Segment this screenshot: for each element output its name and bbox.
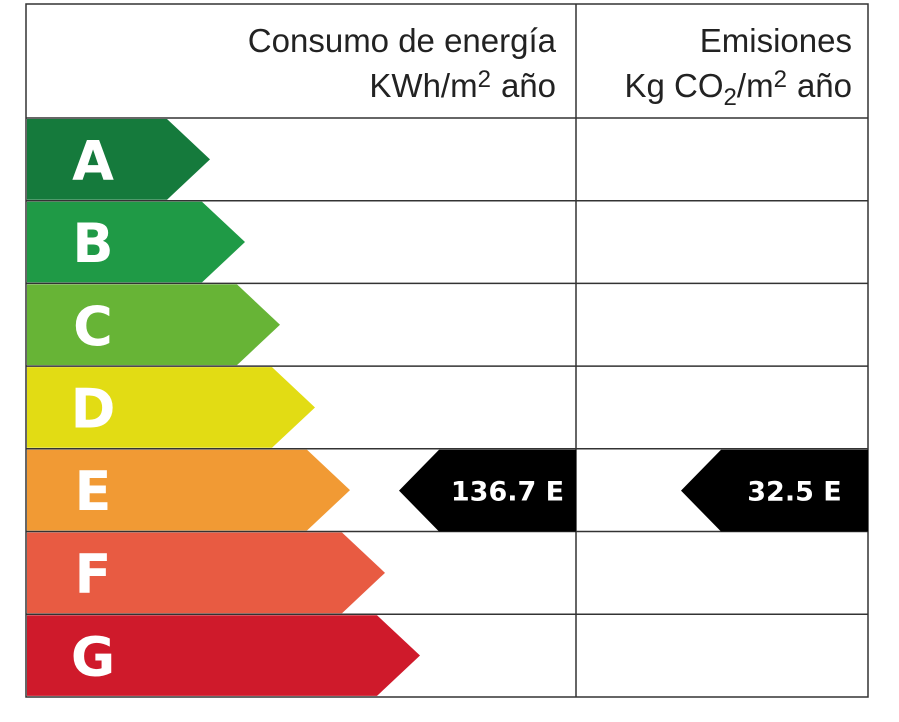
energy-unit: KWh/m2 año [369, 66, 556, 104]
energy-title: Consumo de energía [248, 22, 557, 59]
rating-letter: D [71, 377, 116, 440]
rating-letter: F [75, 543, 112, 606]
rating-indicator [681, 449, 868, 532]
indicator-label: 136.7 E [451, 477, 564, 508]
unit-part: Kg CO [625, 67, 724, 104]
rating-arrow [27, 367, 315, 448]
unit-sup: 2 [774, 66, 787, 93]
indicator-label: 32.5 E [747, 477, 841, 508]
rating-arrow [27, 532, 385, 614]
unit-part: año [797, 67, 852, 104]
rating-arrow [27, 119, 210, 200]
unit-sup: 2 [478, 66, 491, 93]
rating-letter: E [75, 460, 112, 523]
rating-indicator [399, 449, 576, 532]
rating-arrow [27, 201, 245, 283]
unit-part: KWh/m [369, 67, 477, 104]
rating-arrow [27, 284, 280, 366]
unit-sub: 2 [724, 84, 737, 111]
rating-letter: G [71, 626, 115, 689]
rating-letter: C [73, 295, 113, 358]
frame [25, 3, 869, 698]
emissions-title: Emisiones [700, 22, 852, 59]
rating-arrow [27, 449, 350, 531]
rating-letter: B [72, 212, 113, 275]
unit-part: /m [737, 67, 774, 104]
rating-arrow [27, 615, 420, 696]
emissions-unit: Kg CO2/m2 año [625, 66, 853, 111]
rating-letter: A [72, 129, 114, 192]
unit-part: año [501, 67, 556, 104]
